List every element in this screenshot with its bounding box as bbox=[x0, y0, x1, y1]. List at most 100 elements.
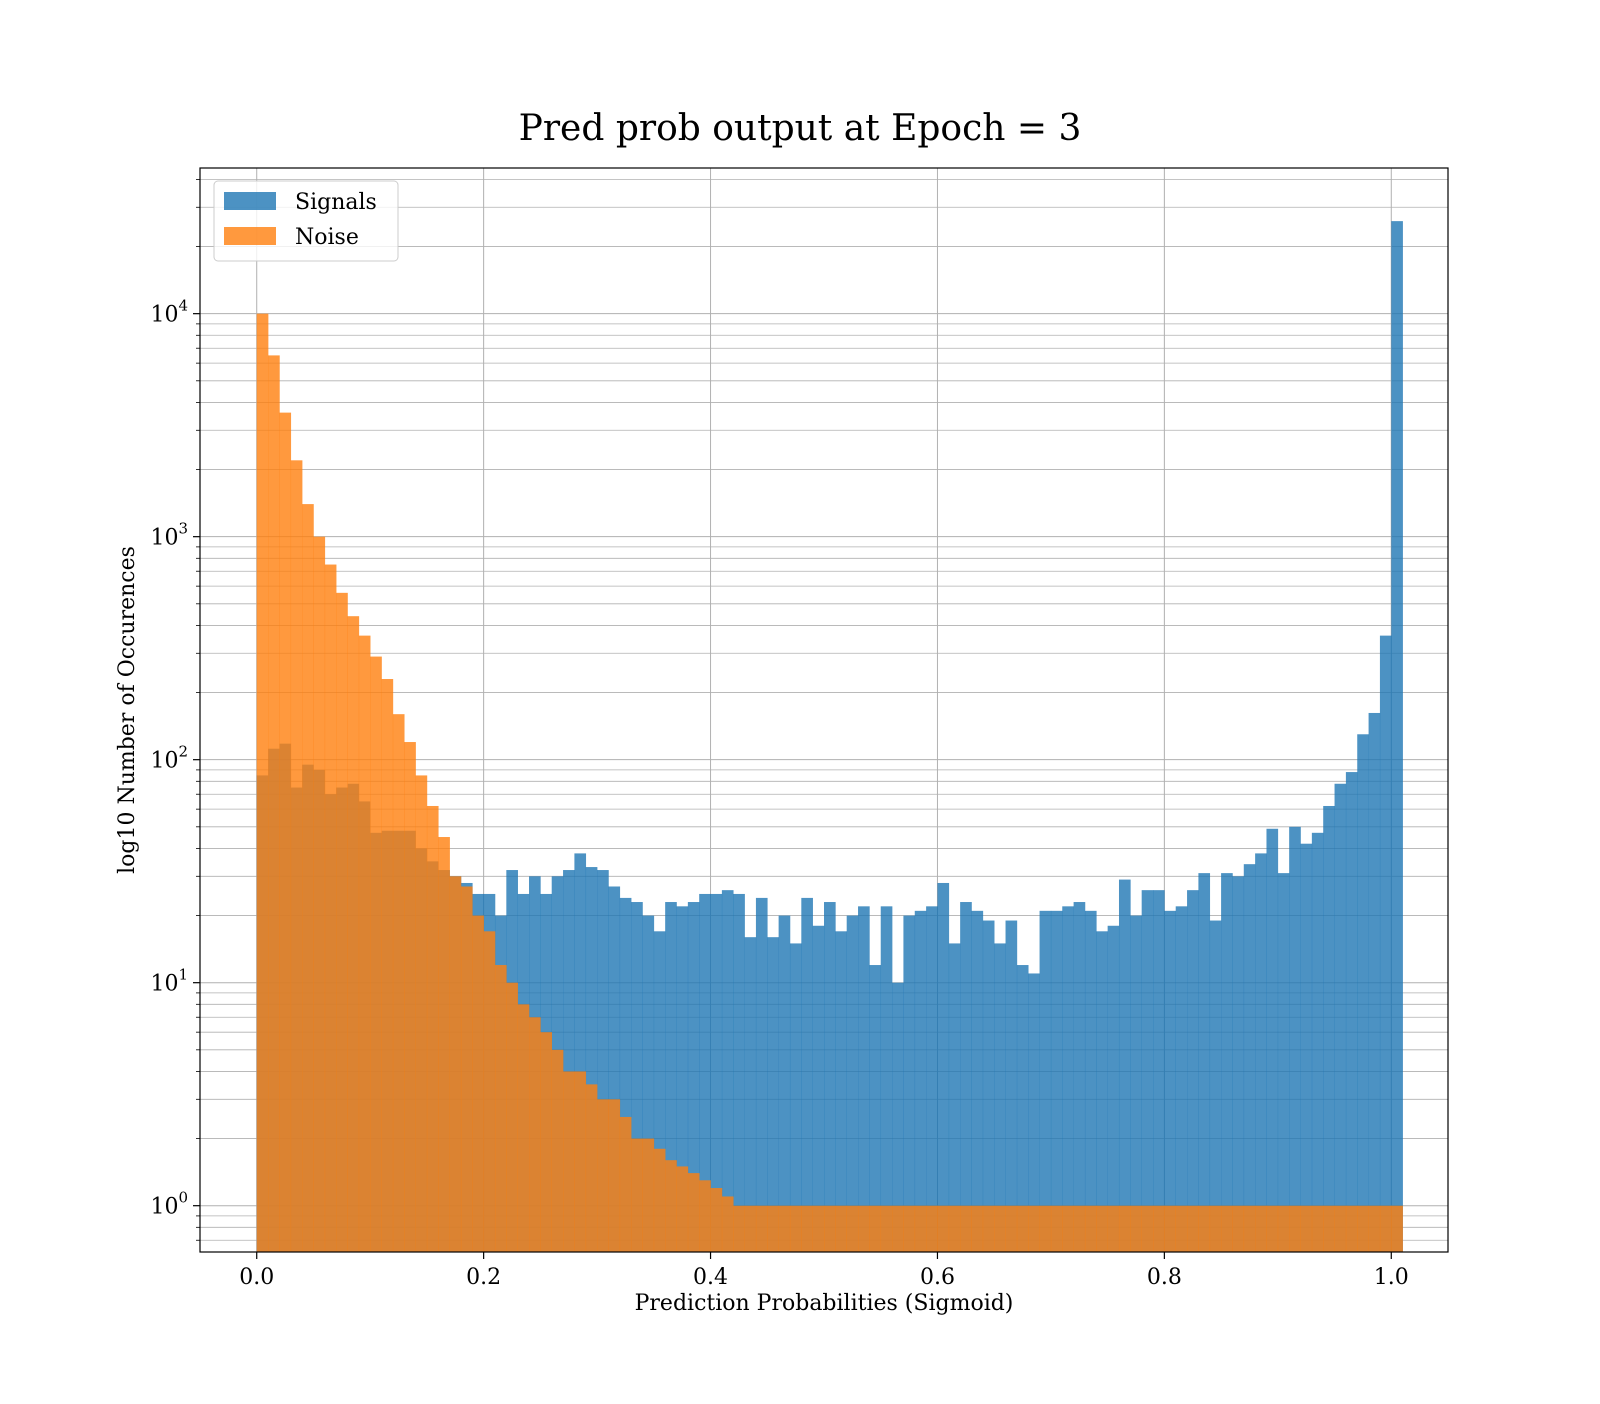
noise-bar bbox=[835, 1205, 847, 1252]
noise-bar bbox=[1062, 1205, 1074, 1252]
x-tick-label: 0.0 bbox=[239, 1265, 274, 1290]
signals-bar bbox=[710, 893, 723, 1252]
noise-bar bbox=[653, 1148, 666, 1252]
noise-bar bbox=[472, 915, 484, 1252]
noise-bar bbox=[313, 536, 326, 1252]
noise-bar bbox=[449, 876, 462, 1252]
noise-bar bbox=[1289, 1205, 1301, 1252]
noise-bar bbox=[370, 656, 382, 1252]
noise-bar bbox=[563, 1071, 575, 1252]
noise-bar bbox=[1028, 1205, 1040, 1252]
noise-bar bbox=[1005, 1205, 1018, 1252]
noise-bar bbox=[948, 1205, 961, 1252]
noise-bar bbox=[960, 1205, 972, 1252]
noise-bar bbox=[1243, 1205, 1256, 1252]
noise-bar bbox=[404, 742, 416, 1252]
y-tick-label: 104 bbox=[150, 297, 188, 328]
signals-bar bbox=[1243, 864, 1256, 1252]
noise-bar bbox=[1255, 1205, 1267, 1252]
signals-bar bbox=[1300, 843, 1313, 1252]
x-tick-label: 0.6 bbox=[920, 1265, 955, 1290]
noise-bar bbox=[676, 1166, 689, 1252]
signals-bar bbox=[1277, 873, 1290, 1252]
x-tick-label: 0.8 bbox=[1147, 1265, 1182, 1290]
signals-bar bbox=[653, 931, 666, 1252]
noise-bar bbox=[858, 1205, 870, 1252]
legend-swatch-signals bbox=[224, 192, 276, 210]
noise-bar bbox=[744, 1205, 757, 1252]
noise-bar bbox=[801, 1205, 813, 1252]
noise-bar bbox=[642, 1138, 655, 1252]
signals-bar bbox=[778, 915, 791, 1252]
signals-bar bbox=[880, 906, 893, 1252]
noise-bar bbox=[1311, 1205, 1324, 1252]
signals-bar bbox=[1028, 973, 1040, 1252]
signals-bar bbox=[608, 886, 621, 1252]
signals-bar bbox=[812, 925, 825, 1252]
noise-bar bbox=[256, 313, 269, 1252]
noise-bar bbox=[1164, 1205, 1177, 1252]
signals-bar bbox=[1255, 853, 1267, 1252]
noise-bar bbox=[721, 1196, 734, 1252]
noise-bar bbox=[426, 805, 439, 1252]
noise-bar bbox=[1266, 1205, 1279, 1252]
noise-bar bbox=[710, 1188, 723, 1252]
noise-bar bbox=[347, 616, 360, 1252]
signals-bar bbox=[937, 882, 950, 1252]
signals-bar bbox=[1209, 920, 1222, 1252]
signals-bar bbox=[767, 937, 779, 1252]
noise-bar bbox=[392, 714, 405, 1252]
signals-bar bbox=[676, 906, 689, 1252]
noise-bar bbox=[1107, 1205, 1120, 1252]
signals-bar bbox=[1232, 876, 1245, 1252]
noise-bar bbox=[279, 412, 292, 1252]
noise-bar bbox=[869, 1205, 882, 1252]
noise-bar bbox=[937, 1205, 950, 1252]
noise-bar bbox=[597, 1099, 609, 1252]
signals-bar bbox=[574, 853, 587, 1252]
noise-bar bbox=[268, 355, 280, 1253]
signals-bar bbox=[755, 897, 768, 1252]
noise-bar bbox=[892, 1205, 904, 1252]
signals-bar bbox=[721, 890, 734, 1252]
noise-bar bbox=[460, 886, 473, 1252]
noise-bar bbox=[585, 1084, 598, 1252]
signals-bar bbox=[597, 870, 609, 1252]
noise-bar bbox=[1209, 1205, 1222, 1252]
noise-bar bbox=[1141, 1205, 1154, 1252]
signals-bar bbox=[665, 902, 677, 1252]
noise-bar bbox=[551, 1049, 564, 1252]
signals-bar bbox=[948, 943, 961, 1252]
noise-bar bbox=[971, 1205, 984, 1252]
noise-bar bbox=[517, 1004, 530, 1252]
noise-bar bbox=[1391, 1205, 1403, 1252]
signals-bar bbox=[789, 943, 802, 1252]
noise-bar bbox=[302, 504, 314, 1252]
chart-title: Pred prob output at Epoch = 3 bbox=[519, 108, 1082, 149]
noise-bars bbox=[256, 313, 1403, 1253]
x-tick-label: 0.2 bbox=[466, 1265, 501, 1290]
signals-bar bbox=[1266, 828, 1279, 1252]
legend-label-signals: Signals bbox=[295, 190, 377, 215]
signals-bar bbox=[1379, 635, 1392, 1252]
signals-bar bbox=[1289, 826, 1301, 1252]
signals-bar bbox=[1141, 890, 1154, 1252]
noise-bar bbox=[1039, 1205, 1052, 1252]
noise-bar bbox=[994, 1205, 1006, 1252]
noise-bar bbox=[1187, 1205, 1199, 1252]
signals-bar bbox=[1175, 906, 1188, 1252]
y-tick-label: 101 bbox=[150, 966, 188, 997]
signals-bar bbox=[1153, 890, 1165, 1252]
noise-bar bbox=[733, 1205, 745, 1252]
signals-bar bbox=[835, 931, 847, 1252]
noise-bar bbox=[1198, 1205, 1211, 1252]
signals-bar bbox=[1016, 965, 1029, 1252]
signals-bar bbox=[869, 965, 882, 1252]
noise-bar bbox=[494, 965, 507, 1252]
signals-bar bbox=[982, 920, 995, 1252]
noise-bar bbox=[483, 931, 496, 1252]
plot-frame bbox=[199, 167, 1449, 1253]
noise-bar bbox=[699, 1180, 711, 1252]
signals-bar bbox=[903, 915, 916, 1252]
